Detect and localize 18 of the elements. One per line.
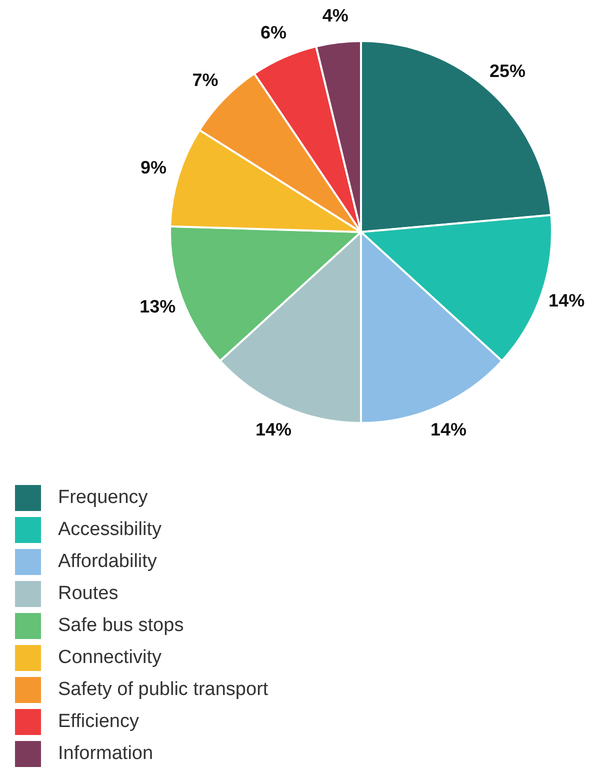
- legend-label: Accessibility: [58, 519, 162, 541]
- data-label: 14%: [430, 420, 466, 440]
- data-label: 13%: [140, 296, 176, 317]
- legend-label: Affordability: [58, 551, 157, 573]
- data-label: 9%: [140, 158, 166, 178]
- data-label: 14%: [548, 290, 585, 310]
- legend-label: Frequency: [58, 487, 148, 509]
- legend-label: Routes: [58, 583, 118, 605]
- legend-label: Safety of public transport: [58, 679, 268, 701]
- data-label: 25%: [489, 60, 526, 81]
- legend-label: Information: [58, 743, 154, 765]
- legend-label: Efficiency: [58, 711, 139, 733]
- data-label: 7%: [192, 70, 218, 90]
- legend-label: Connectivity: [58, 647, 162, 669]
- data-label: 4%: [322, 5, 348, 26]
- data-label: 6%: [260, 22, 287, 42]
- legend-label: Safe bus stops: [58, 615, 184, 637]
- data-label: 14%: [256, 420, 292, 440]
